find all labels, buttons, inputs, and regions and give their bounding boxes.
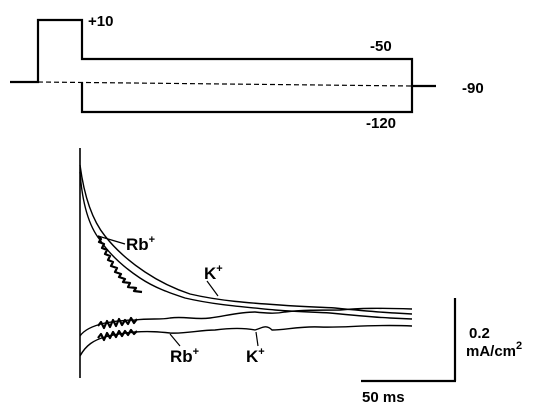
label-leader-k-lower: [255, 331, 259, 347]
trace-k-upper: [79, 164, 413, 315]
series-label-k-lower: K+: [246, 346, 265, 366]
label-leader-rb-upper: [97, 235, 126, 245]
series-label-rb-lower: Rb+: [170, 346, 199, 366]
holding-level-label: -90: [462, 80, 484, 97]
current-traces: [79, 148, 413, 378]
trace-k-lower-noise: [97, 328, 138, 342]
test-level-upper-label: -50: [370, 38, 392, 55]
test-level-lower-label: -120: [366, 115, 396, 132]
protocol-step-line: [10, 18, 436, 114]
series-label-k-upper: K+: [204, 263, 223, 283]
holding-potential-baseline: [37, 81, 413, 87]
label-leader-rb-lower: [169, 333, 181, 347]
voltage-protocol: [10, 18, 436, 114]
time-scale-label: 50 ms: [362, 389, 405, 406]
trace-rb-upper-noise: [97, 235, 143, 294]
scale-bars: [361, 298, 457, 383]
current-scale-unit: mA/cm2: [466, 340, 522, 360]
trace-rb-lower-noise: [97, 316, 138, 330]
label-leader-k-upper: [206, 280, 219, 297]
current-scale-value: 0.2: [469, 325, 490, 342]
series-label-rb-upper: Rb+: [126, 234, 155, 254]
prepulse-level-label: +10: [88, 13, 113, 30]
